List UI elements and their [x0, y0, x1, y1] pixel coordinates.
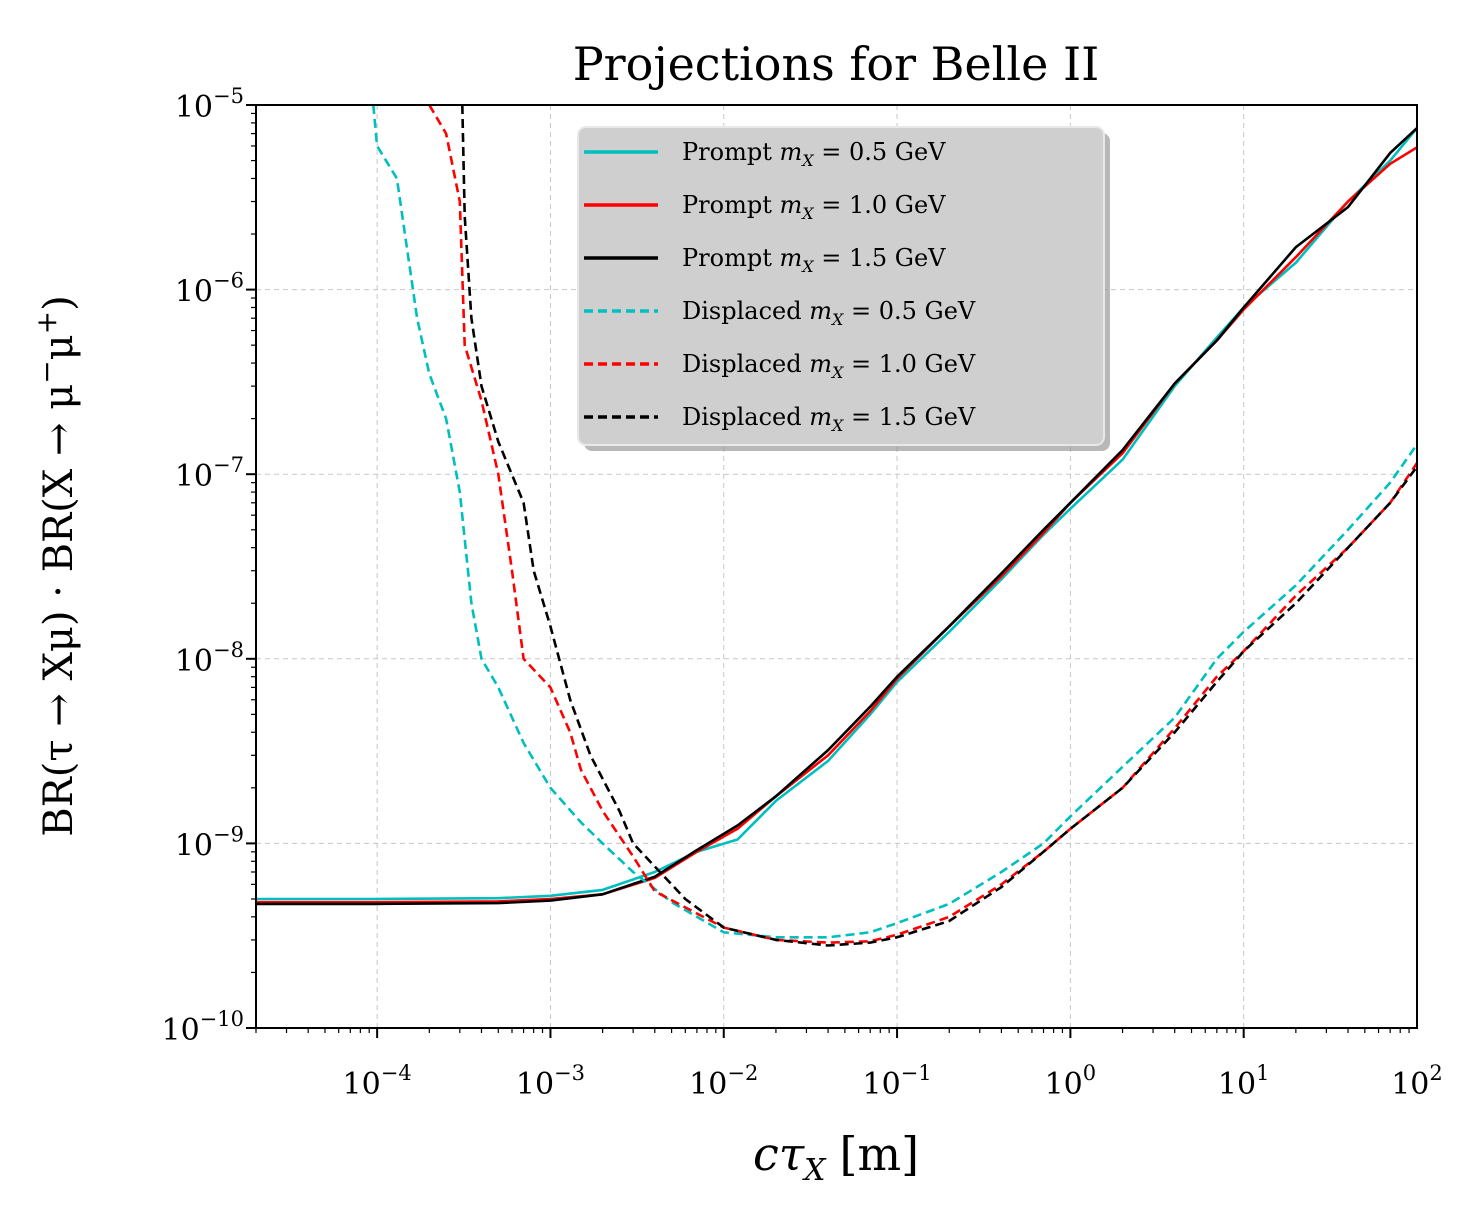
legend-item-5: Displaced mX = 1.5 GeV: [584, 403, 976, 435]
y-axis-label-end: ): [36, 295, 82, 311]
x-tick-label-6: 102: [1391, 1061, 1443, 1102]
chart-title: Projections for Belle II: [573, 37, 1100, 91]
y-tick-label-5: 10−5: [175, 84, 244, 125]
legend-label-4: Displaced mX = 1.0 GeV: [682, 350, 976, 382]
x-tick-label-3: 10−1: [862, 1061, 931, 1102]
x-tick-label-5: 101: [1218, 1061, 1270, 1102]
legend-label-5: Displaced mX = 1.5 GeV: [682, 403, 976, 435]
legend-box: [577, 126, 1105, 446]
y-tick-label-3: 10−7: [175, 453, 244, 494]
y-axis-label: BR(τ → Xμ) · BR(X → μ−μ+): [30, 295, 82, 837]
y-tick-label-0: 10−10: [161, 1007, 244, 1048]
series-line-displaced-1-5: [461, 105, 1417, 947]
y-axis-label-sup1: −: [30, 360, 63, 383]
x-axis-label-var: cτ: [753, 1127, 806, 1181]
plot-frame: [255, 104, 1418, 1029]
x-tick-label-4: 100: [1045, 1061, 1097, 1102]
legend-item-0: Prompt mX = 0.5 GeV: [584, 138, 946, 170]
y-axis-label-text: BR(τ → Xμ) · BR(X → μ: [36, 384, 82, 837]
legend-item-4: Displaced mX = 1.0 GeV: [584, 350, 976, 382]
x-axis-label-sub: X: [802, 1153, 827, 1188]
x-axis-label: cτX [m]: [753, 1127, 919, 1188]
y-axis-label-sup2: +: [30, 311, 63, 334]
x-tick-label-0: 10−4: [343, 1061, 412, 1102]
legend-label-2: Prompt mX = 1.5 GeV: [682, 244, 946, 276]
series-line-displaced-0-5: [372, 105, 1417, 939]
legend-label-1: Prompt mX = 1.0 GeV: [682, 191, 946, 223]
legend-item-2: Prompt mX = 1.5 GeV: [584, 244, 946, 276]
y-tick-label-4: 10−6: [175, 269, 244, 310]
legend: Prompt mX = 0.5 GeV Prompt mX = 1.0 GeV Pr…: [577, 126, 1110, 451]
x-tick-labels: 10−4 10−3 10−2 10−1 100 101 102: [343, 1061, 1443, 1102]
legend-item-1: Prompt mX = 1.0 GeV: [584, 191, 946, 223]
legend-label-0: Prompt mX = 0.5 GeV: [682, 138, 946, 170]
y-tick-label-1: 10−9: [175, 822, 244, 863]
series-lines: [256, 105, 1417, 947]
series-line-prompt-1-5: [256, 127, 1417, 906]
x-tick-label-2: 10−2: [689, 1061, 758, 1102]
x-tick-label-1: 10−3: [516, 1061, 585, 1102]
y-tick-label-2: 10−8: [175, 638, 244, 679]
y-tick-labels: 10−10 10−9 10−8 10−7 10−6 10−5: [161, 84, 244, 1048]
y-axis-label-mid: μ: [36, 334, 82, 360]
legend-item-3: Displaced mX = 0.5 GeV: [584, 297, 976, 329]
x-axis-label-unit: [m]: [840, 1127, 920, 1181]
legend-label-3: Displaced mX = 0.5 GeV: [682, 297, 976, 329]
